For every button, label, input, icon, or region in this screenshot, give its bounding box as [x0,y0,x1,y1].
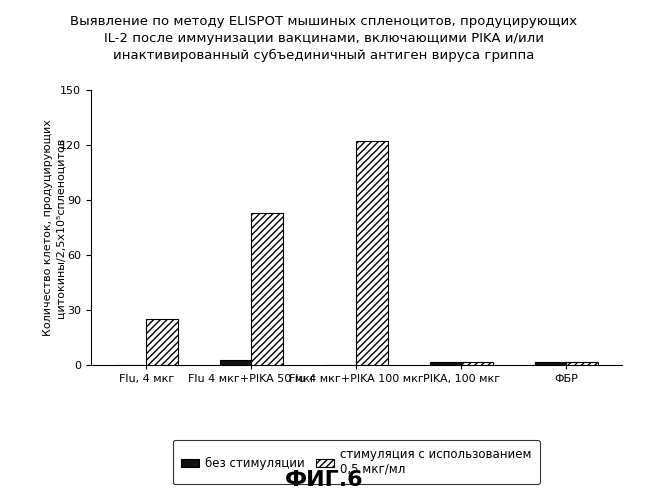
Bar [566,362,598,365]
Bar [535,362,566,365]
Bar [430,362,461,365]
Bar [220,360,251,365]
Text: Выявление по методу ELISPOT мышиных спленоцитов, продуцирующих
IL-2 после иммуни: Выявление по методу ELISPOT мышиных спле… [71,15,577,62]
Bar [146,319,178,365]
Text: ФИГ.6: ФИГ.6 [284,470,364,490]
Bar [356,142,388,365]
Legend: без стимуляции, стимуляция с использованием
0,5 мкг/мл: без стимуляции, стимуляция с использован… [173,440,540,484]
Bar [461,362,493,365]
Bar [251,213,283,365]
Y-axis label: Количество клеток, продуцирующих
цитокины/2,5х10⁵спленоцитов: Количество клеток, продуцирующих цитокин… [43,119,65,336]
